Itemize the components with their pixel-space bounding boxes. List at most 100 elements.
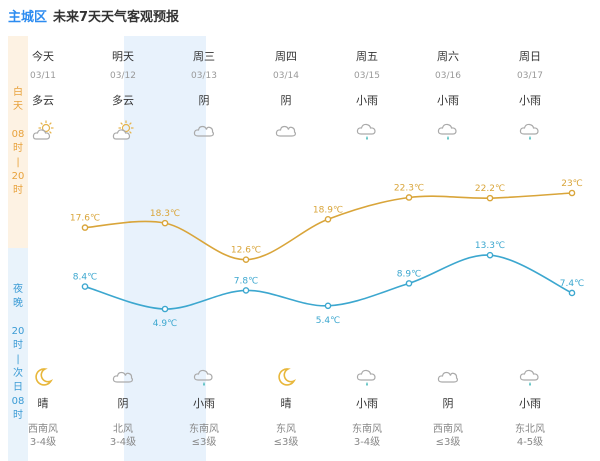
side-label-char: 时 <box>13 410 23 421</box>
night-weather: 晴 <box>37 397 49 410</box>
day-column[interactable]: 明天 03/12 多云阴北风 3-4级 <box>83 0 163 461</box>
wind-direction: 东北风 <box>515 424 545 435</box>
day-temp-point <box>81 224 89 231</box>
night-weather: 晴 <box>280 397 292 410</box>
day-date: 03/11 <box>30 71 56 81</box>
side-label-char: 20 <box>11 171 25 182</box>
day-weather: 阴 <box>198 94 210 107</box>
night-weather: 小雨 <box>356 397 378 410</box>
side-label-char: 20 <box>11 326 25 337</box>
day-name: 周三 <box>193 50 215 63</box>
day-temp-label: 22.2℃ <box>475 184 505 194</box>
night-temp-point <box>486 251 494 259</box>
side-label-char: | <box>16 354 20 365</box>
day-temp-point <box>568 189 576 197</box>
wind-level: 3-4级 <box>29 437 57 448</box>
day-side-band <box>8 36 28 248</box>
cloud-icon <box>193 125 214 137</box>
city-name[interactable]: 主城区 <box>8 10 48 25</box>
day-column[interactable]: 周六 03/16 小雨阴西南风 ≤3级 <box>408 0 488 461</box>
day-temp-label: 18.9℃ <box>313 205 343 215</box>
wind-direction: 东南风 <box>352 424 382 435</box>
page-title: 未来7天天气客观预报 <box>53 10 180 25</box>
sun-cloud-icon <box>112 120 134 140</box>
day-weather: 小雨 <box>437 94 459 107</box>
day-column[interactable]: 周三 03/13 阴小雨东南风 ≤3级 <box>164 0 244 461</box>
night-temp-label: 7.8℃ <box>234 276 258 286</box>
day-temp-label: 23℃ <box>561 179 583 189</box>
side-label-char: 夜 <box>13 284 23 295</box>
night-side-band <box>8 248 28 461</box>
rain-icon <box>519 123 539 140</box>
night-temp-label: 7.4℃ <box>560 279 584 289</box>
day-name: 周五 <box>356 50 378 63</box>
wind-level: 4-5级 <box>516 437 544 448</box>
day-name: 周日 <box>519 50 541 63</box>
day-name: 周六 <box>437 50 459 63</box>
day-date: 03/15 <box>354 71 380 81</box>
wind-level: ≤3级 <box>273 437 299 448</box>
wind-direction: 西南风 <box>28 424 58 435</box>
wind-level: ≤3级 <box>435 437 461 448</box>
day-temp-point <box>324 215 332 223</box>
side-label-char: | <box>16 157 20 168</box>
night-weather: 阴 <box>442 397 454 410</box>
rain-icon <box>519 369 539 386</box>
sun-cloud-icon <box>32 120 54 140</box>
wind-direction: 西南风 <box>433 424 463 435</box>
selected-day-highlight <box>124 36 206 461</box>
day-column[interactable]: 周五 03/15 小雨 小雨 东南风 3-4级 <box>327 0 407 461</box>
wind-level: 3-4级 <box>109 437 137 448</box>
wind-direction: 东南风 <box>189 424 219 435</box>
side-label-char: 时 <box>13 340 23 351</box>
day-temp-label: 17.6℃ <box>70 214 100 224</box>
day-column[interactable]: 今天 03/11 多云晴西南风 3-4级 <box>3 0 83 461</box>
cloud-icon <box>112 371 133 383</box>
day-date: 03/14 <box>273 71 299 81</box>
page-header: 主城区 未来7天天气客观预报 <box>8 6 179 25</box>
side-label-char: 时 <box>13 143 23 154</box>
rain-icon <box>356 123 376 140</box>
wind-direction: 东风 <box>276 424 296 435</box>
night-temp-label: 8.9℃ <box>397 269 421 279</box>
day-column[interactable]: 周四 03/14 阴晴东风 ≤3级 <box>246 0 326 461</box>
cloud-icon <box>437 371 458 383</box>
day-date: 03/17 <box>517 71 543 81</box>
rain-icon <box>437 123 457 140</box>
cloud-icon <box>275 125 296 137</box>
day-date: 03/12 <box>110 71 136 81</box>
wind-level: 3-4级 <box>353 437 381 448</box>
wind-level: ≤3级 <box>191 437 217 448</box>
day-date: 03/13 <box>191 71 217 81</box>
day-weather: 小雨 <box>356 94 378 107</box>
wind-direction: 北风 <box>113 424 133 435</box>
night-weather: 小雨 <box>193 397 215 410</box>
night-weather: 小雨 <box>519 397 541 410</box>
night-temp-point <box>242 287 250 294</box>
moon-icon <box>35 368 54 386</box>
day-weather: 阴 <box>280 94 292 107</box>
day-temp-point <box>161 219 169 227</box>
day-temp-label: 12.6℃ <box>231 246 261 256</box>
day-temp-label: 18.3℃ <box>150 209 180 219</box>
day-temp-point <box>486 194 494 202</box>
side-label-char: 时 <box>13 185 23 196</box>
side-label-char: 日 <box>13 382 23 393</box>
side-label-char: 白 <box>13 87 23 98</box>
day-temp-point <box>242 256 250 263</box>
night-temp-point <box>161 305 169 313</box>
day-weather: 多云 <box>112 94 134 107</box>
day-column[interactable]: 周日 03/17 小雨 小雨 东北风 4-5级 <box>490 0 570 461</box>
night-temp-point <box>324 302 332 310</box>
side-label-char: 08 <box>11 129 25 140</box>
night-temp-label: 13.3℃ <box>475 241 505 251</box>
night-temp-point <box>81 283 89 290</box>
day-date: 03/16 <box>435 71 461 81</box>
day-name: 明天 <box>112 50 134 63</box>
side-label-char: 天 <box>13 101 23 112</box>
side-label-char: 08 <box>11 396 25 407</box>
rain-icon <box>193 369 213 386</box>
night-weather: 阴 <box>117 397 129 410</box>
day-weather: 小雨 <box>519 94 541 107</box>
